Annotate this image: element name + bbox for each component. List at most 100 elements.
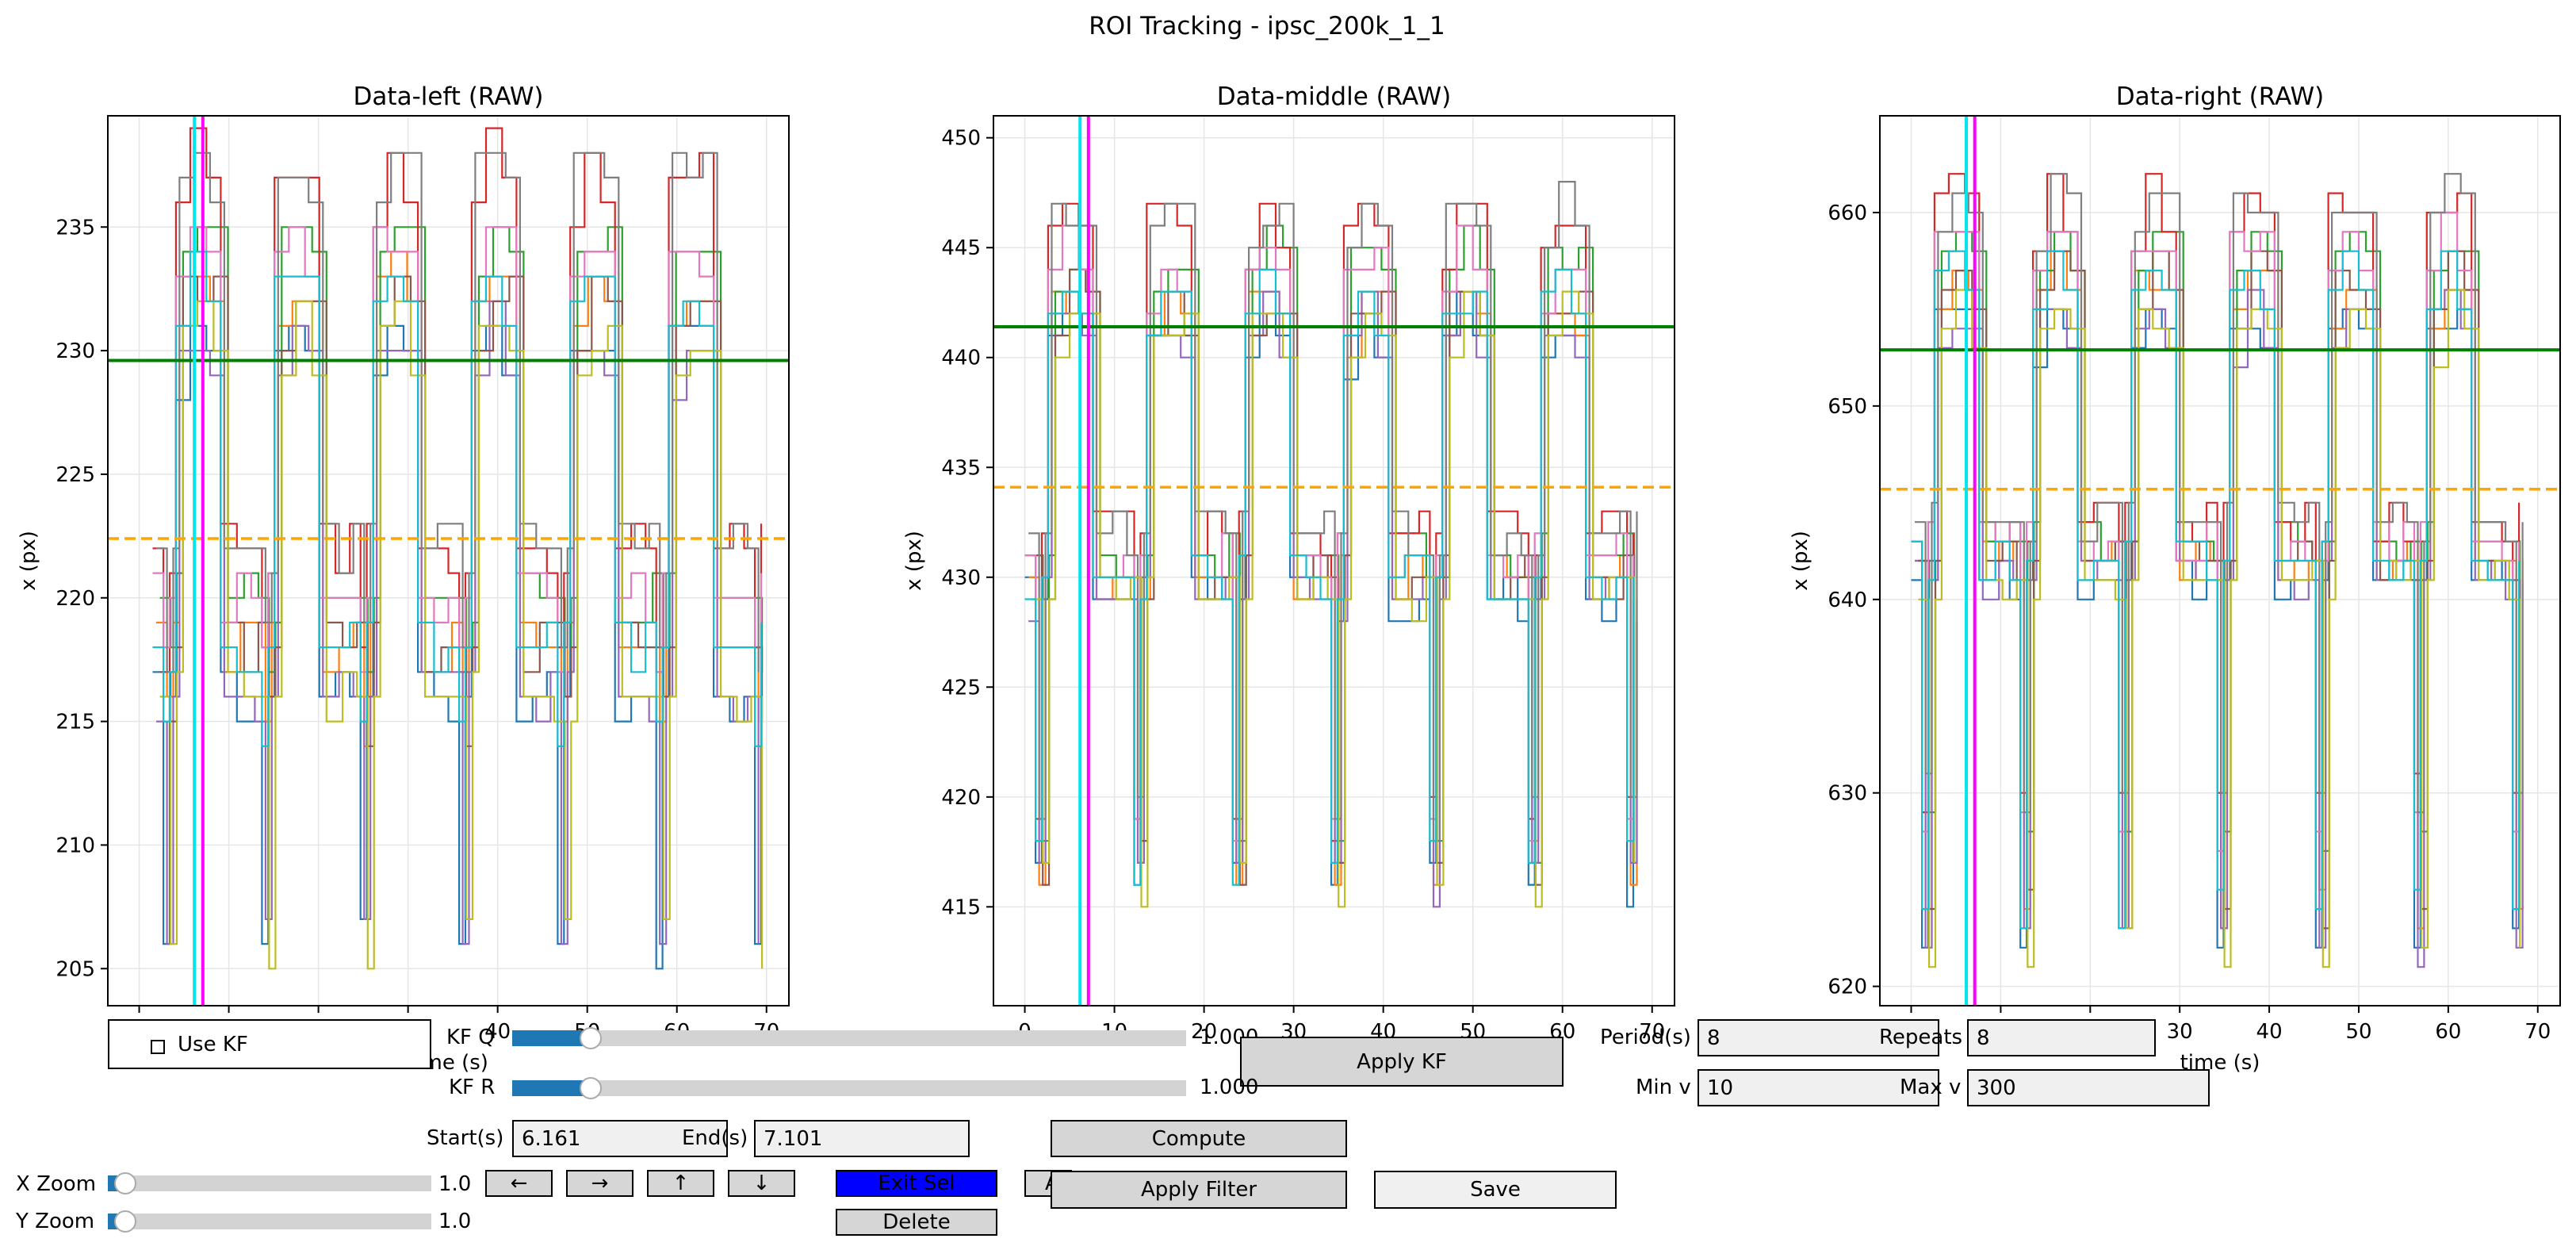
pan-down-button[interactable]: ↓ — [728, 1170, 795, 1197]
series-line-9 — [1024, 268, 1635, 886]
y-tick-label: 650 — [1828, 395, 1867, 419]
panel-title: Data-right (RAW) — [2116, 82, 2325, 111]
series-line-9 — [152, 251, 763, 747]
arrow-up-icon: ↑ — [672, 1171, 690, 1195]
y-tick-label: 430 — [941, 566, 981, 590]
exit-sel-button[interactable]: Exit Sel — [836, 1170, 997, 1197]
y-tick-label: 235 — [56, 216, 95, 240]
yzoom-knob[interactable] — [114, 1210, 137, 1233]
period-input[interactable]: 8 — [1698, 1019, 1939, 1056]
start-input[interactable]: 6.161 — [512, 1120, 728, 1157]
xzoom-track[interactable] — [108, 1175, 431, 1191]
kf-r-slider[interactable] — [512, 1077, 1186, 1099]
yzoom-slider[interactable] — [108, 1210, 431, 1233]
end-label: End(s) — [682, 1126, 748, 1150]
series-line-9 — [1911, 250, 2520, 930]
y-tick-label: 230 — [56, 339, 95, 363]
period-value: 8 — [1707, 1026, 1721, 1050]
y-tick-label: 205 — [56, 957, 95, 981]
x-tick-label: 70 — [2524, 1020, 2551, 1044]
kf-q-slider[interactable] — [512, 1027, 1186, 1049]
delete-label: Delete — [882, 1210, 951, 1234]
kf-q-knob[interactable] — [580, 1027, 602, 1049]
y-tick-label: 215 — [56, 711, 95, 734]
series-line-4 — [1915, 289, 2524, 968]
x-tick-label: 30 — [2167, 1020, 2193, 1044]
x-tick-label: 20 — [1191, 1020, 1217, 1044]
minv-label: Min v — [1636, 1076, 1691, 1099]
y-tick-label: 450 — [941, 127, 981, 151]
panel-1: 415420425430435440445450010203040506070D… — [902, 82, 1675, 1075]
arrow-right-icon: → — [591, 1171, 609, 1195]
xzoom-knob[interactable] — [114, 1172, 137, 1194]
kf-r-knob[interactable] — [580, 1077, 602, 1099]
pan-up-button[interactable]: ↑ — [647, 1170, 714, 1197]
panel-title: Data-middle (RAW) — [1217, 82, 1452, 111]
y-tick-label: 660 — [1828, 201, 1867, 225]
yzoom-value: 1.0 — [438, 1210, 472, 1233]
end-value: 7.101 — [764, 1126, 823, 1151]
pan-right-button[interactable]: → — [566, 1170, 633, 1197]
maxv-input[interactable]: 300 — [1967, 1069, 2210, 1106]
compute-button[interactable]: Compute — [1051, 1120, 1347, 1157]
checkbox-square-icon[interactable] — [151, 1040, 165, 1054]
use-kf-checkbox[interactable]: Use KF — [108, 1019, 431, 1069]
y-tick-label: 210 — [56, 834, 95, 857]
xzoom-slider[interactable] — [108, 1172, 431, 1194]
y-tick-label: 640 — [1828, 589, 1867, 612]
kf-q-track[interactable] — [512, 1030, 1186, 1046]
y-axis-label: x (px) — [902, 531, 926, 591]
apply-kf-button[interactable]: Apply KF — [1240, 1037, 1564, 1087]
repeats-label: Repeats — [1879, 1026, 1963, 1049]
y-tick-label: 435 — [941, 456, 981, 480]
kf-r-track[interactable] — [512, 1080, 1186, 1096]
arrow-left-icon: ← — [510, 1171, 528, 1195]
kf-r-label: KF R — [449, 1076, 496, 1099]
y-tick-label: 420 — [941, 786, 981, 810]
panel-2: 620630640650660010203040506070Data-right… — [1789, 82, 2561, 1075]
y-tick-label: 220 — [56, 587, 95, 611]
figure-title: ROI Tracking - ipsc_200k_1_1 — [1089, 12, 1445, 40]
y-axis-label: x (px) — [17, 531, 40, 591]
maxv-value: 300 — [1977, 1076, 2016, 1100]
compute-label: Compute — [1151, 1126, 1246, 1151]
panel-title: Data-left (RAW) — [354, 82, 544, 111]
arrow-down-icon: ↓ — [752, 1171, 771, 1195]
xzoom-label: X Zoom — [16, 1172, 97, 1196]
save-button[interactable]: Save — [1374, 1171, 1617, 1209]
pan-left-button[interactable]: ← — [485, 1170, 553, 1197]
minv-input[interactable]: 10 — [1698, 1069, 1939, 1106]
kf-q-fill — [512, 1030, 591, 1046]
repeats-input[interactable]: 8 — [1967, 1019, 2156, 1056]
yzoom-track[interactable] — [108, 1214, 431, 1229]
xzoom-value: 1.0 — [438, 1172, 472, 1196]
y-tick-label: 630 — [1828, 782, 1867, 806]
y-tick-label: 415 — [941, 895, 981, 919]
series-line-4 — [156, 300, 760, 945]
x-tick-label: 60 — [2435, 1020, 2461, 1044]
kf-r-fill — [512, 1080, 591, 1096]
series-group — [152, 127, 764, 970]
y-tick-label: 445 — [941, 236, 981, 260]
apply-filter-button[interactable]: Apply Filter — [1051, 1171, 1347, 1209]
x-tick-label: 40 — [2256, 1020, 2283, 1044]
use-kf-label: Use KF — [178, 1032, 248, 1056]
repeats-value: 8 — [1977, 1026, 1990, 1050]
series-line-1 — [1915, 250, 2524, 930]
panel-0: 205210215220225230235010203040506070Data… — [17, 82, 790, 1075]
series-line-7 — [1028, 181, 1638, 842]
series-line-8 — [1918, 289, 2521, 968]
start-label: Start(s) — [427, 1126, 504, 1150]
series-group — [1024, 181, 1638, 908]
series-line-8 — [159, 300, 764, 970]
delete-button[interactable]: Delete — [836, 1209, 997, 1236]
start-value: 6.161 — [522, 1126, 581, 1151]
exit-sel-label: Exit Sel — [878, 1171, 955, 1195]
axes-frame — [1879, 115, 2561, 1007]
kf-r-value: 1.000 — [1200, 1076, 1259, 1099]
save-label: Save — [1470, 1178, 1521, 1202]
minv-value: 10 — [1707, 1076, 1734, 1100]
end-input[interactable]: 7.101 — [754, 1120, 970, 1157]
